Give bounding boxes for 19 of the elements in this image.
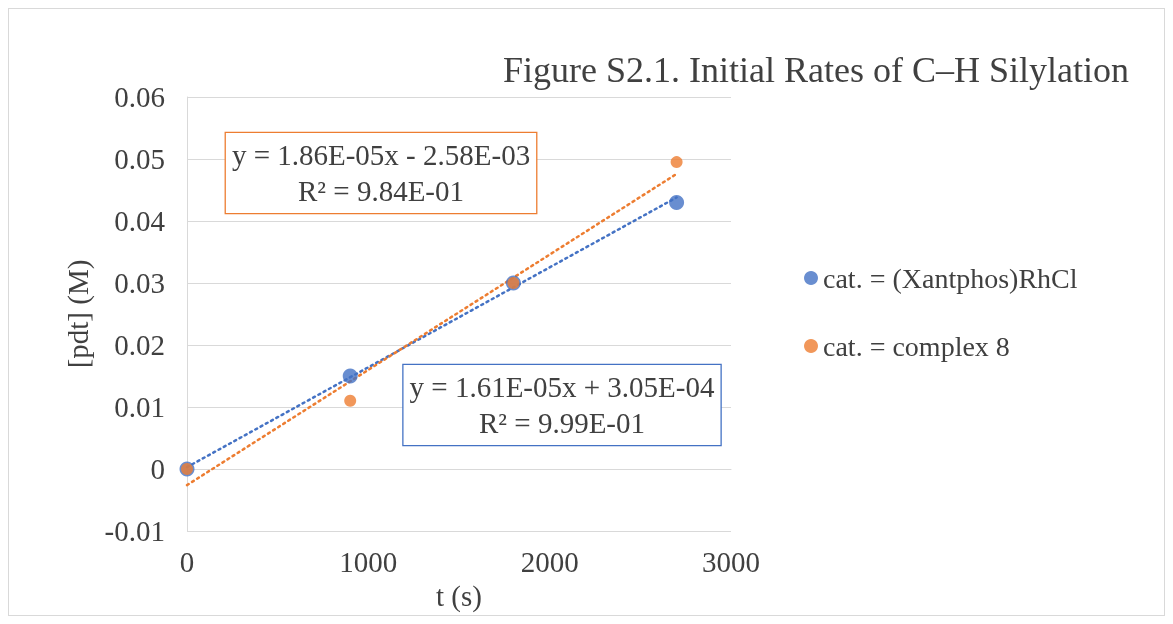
y-tick-label: 0.05 — [114, 143, 165, 175]
x-axis-title: t (s) — [436, 579, 482, 613]
x-tick-label: 3000 — [702, 545, 760, 578]
x-tick-label: 0 — [179, 545, 195, 578]
annotation: y = 1.86E-05x - 2.58E-03 R² = 9.84E-01 — [231, 139, 531, 207]
x-tick-label: 2000 — [520, 545, 579, 578]
y-tick-label: 0.02 — [114, 329, 165, 361]
y-tick-label: -0.01 — [104, 515, 165, 547]
y-tick-label: 0 — [150, 453, 165, 485]
legend-label: cat. = (Xantphos)RhCl — [823, 262, 1078, 294]
y-tick-label: 0.03 — [114, 267, 165, 299]
y-axis-title: [pdt] (M) — [61, 259, 95, 369]
y-tick-label: 0.01 — [114, 391, 165, 423]
y-tick-label: 0.06 — [114, 81, 165, 113]
x-tick-label: 1000 — [339, 545, 398, 578]
text: Figure S2.1. Initial Rates of C–H Silylation — [503, 50, 1130, 90]
y-tick-label: 0.04 — [114, 205, 166, 237]
legend-label: cat. = complex 8 — [823, 330, 1010, 362]
annotation: y = 1.61E-05x + 3.05E-04 R² = 9.99E-01 — [409, 371, 715, 439]
